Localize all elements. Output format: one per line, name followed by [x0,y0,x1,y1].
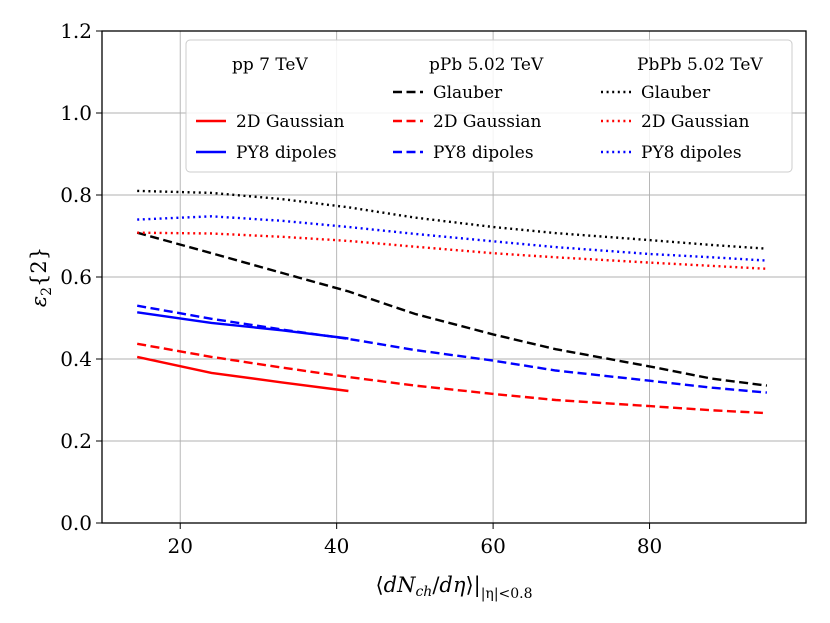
legend-column-title: pp 7 TeV [232,55,308,75]
x-label-close: ⟩| [465,573,480,598]
x-tick-label: 40 [324,534,349,558]
y-tick-label: 0.8 [60,183,92,207]
y-label-brace: {2} [27,247,51,287]
legend-entry-label: Glauber [433,83,503,103]
y-tick-label: 1.0 [60,101,92,125]
series-line-ppb-5-02-tev-glauber [136,231,768,387]
series-line-ppb-5-02-tev-py8-dipoles [136,304,768,394]
x-axis-title: ⟨dNch/dη⟩||η|<0.8 [375,573,532,602]
series-line-pbpb-5-02-tev-py8-dipoles [137,215,767,262]
x-label-ch: ch [415,584,432,600]
x-label-open: ⟨ [375,573,383,597]
y-label-sub: 2 [39,287,55,296]
series-line-ppb-5-02-tev-2d-gaussian [136,342,767,415]
series-line-pbpb-5-02-tev-2d-gaussian [137,231,767,270]
legend-column-title: pPb 5.02 TeV [429,55,544,75]
axis-ticks: 20 40 60 80 0.0 0.2 0.4 0.6 0.8 1.0 1.2 [60,19,662,558]
legend-entry-label: 2D Gaussian [433,112,542,132]
x-label-sub: |η|<0.8 [481,586,533,602]
legend-entry-label: PY8 dipoles [433,143,534,163]
legend-entry-label: PY8 dipoles [641,143,742,163]
legend: pp 7 TeV pPb 5.02 TeV PbPb 5.02 TeV 2D Gaus… [185,39,793,173]
y-tick-label: 0.0 [60,511,92,535]
legend-entry-label: Glauber [641,83,711,103]
series-line-pbpb-5-02-tev-glauber [137,189,767,250]
y-tick-label: 0.2 [60,429,92,453]
legend-entry-label: 2D Gaussian [641,112,750,132]
x-label-deta: dη [439,573,465,597]
legend-entry-label: 2D Gaussian [236,112,345,132]
y-tick-label: 1.2 [60,19,92,43]
x-tick-label: 20 [167,534,192,558]
series-line-pp-7-tev-2d-gaussian [136,355,349,393]
x-tick-label: 60 [480,534,505,558]
y-label-eps: ε [27,296,51,307]
x-tick-label: 80 [637,534,662,558]
legend-entry-label: PY8 dipoles [236,143,337,163]
y-tick-label: 0.6 [60,265,92,289]
y-tick-label: 0.4 [60,347,92,371]
x-label-dN: dN [384,573,416,597]
series-lines [136,189,768,415]
legend-box [185,39,793,173]
legend-column-title: PbPb 5.02 TeV [637,55,763,75]
y-axis-title: ε2{2} [27,247,55,307]
x-label-slash: / [432,573,440,597]
